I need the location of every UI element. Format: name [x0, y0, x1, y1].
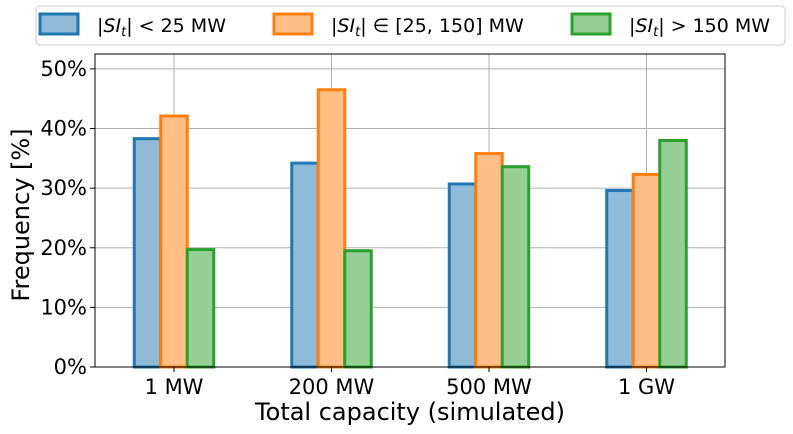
legend-label-prefix: | [629, 15, 635, 37]
y-tick-label: 40% [40, 117, 87, 141]
legend-swatch [272, 12, 314, 36]
legend-label-variable: SI [635, 15, 653, 37]
y-tick-label: 30% [40, 176, 87, 200]
legend-label-subscript: t [355, 25, 361, 40]
legend-label-prefix: | [97, 15, 103, 37]
legend-label-suffix: | < 25 MW [126, 15, 226, 37]
x-axis-ticks: 1 MW 200 MW 500 MW 1 GW [145, 367, 675, 399]
bar-series-1 [132, 137, 163, 369]
bar-series-3 [658, 138, 688, 369]
y-axis-ticks: 0% 10% 20% 30% 40% 50% [40, 57, 95, 379]
legend-label: |SIt| < 25 MW [97, 15, 226, 40]
y-tick-label: 50% [40, 57, 87, 81]
legend-swatch [38, 12, 80, 36]
legend-label-suffix: | > 150 MW [658, 15, 770, 37]
bar-series-2 [159, 114, 189, 369]
x-tick-label: 500 MW [446, 375, 532, 399]
bar-series-3 [185, 248, 216, 369]
bar-series-2 [474, 152, 504, 369]
legend: |SIt| < 25 MW |SIt| ∈ [25, 150] MW |SIt| >… [35, 5, 786, 46]
legend-label: |SIt| ∈ [25, 150] MW [331, 15, 524, 40]
bar-series-3 [343, 249, 373, 369]
y-tick-label: 0% [54, 355, 87, 379]
x-tick-label: 200 MW [289, 375, 375, 399]
bar-series-2 [631, 172, 662, 369]
y-tick-label: 10% [40, 295, 87, 319]
bar-series-1 [447, 182, 478, 369]
legend-label-prefix: | [331, 15, 337, 37]
bar-series-1 [605, 189, 635, 369]
bars [132, 88, 688, 369]
legend-label-variable: SI [337, 15, 355, 37]
legend-label: |SIt| > 150 MW [629, 15, 770, 40]
legend-label-subscript: t [653, 25, 659, 40]
legend-label-variable: SI [103, 15, 121, 37]
legend-label-suffix: | ∈ [25, 150] MW [360, 15, 524, 37]
bar-series-1 [290, 161, 320, 369]
x-tick-label: 1 MW [145, 375, 204, 399]
y-tick-label: 20% [40, 236, 87, 260]
y-axis-label: Frequency [%] [7, 128, 35, 301]
bar-series-2 [316, 88, 347, 369]
legend-label-subscript: t [121, 25, 127, 40]
bar-series-3 [500, 165, 531, 369]
plot-frame [94, 53, 726, 368]
x-axis-label: Total capacity (simulated) [254, 398, 565, 426]
legend-swatch [570, 12, 612, 36]
x-tick-label: 1 GW [618, 375, 675, 399]
